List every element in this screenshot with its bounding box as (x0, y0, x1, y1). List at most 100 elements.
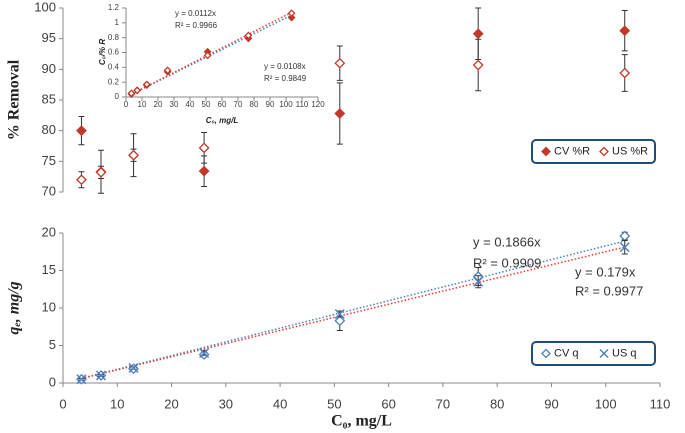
x-tick-label: 70 (436, 396, 450, 411)
trendline-equation: y = 0.0112x (175, 9, 216, 18)
data-point (334, 315, 346, 327)
data-point (619, 67, 631, 79)
x-tick-label: 0 (124, 100, 129, 109)
y-tick-label: 75 (42, 153, 56, 168)
x-tick-label: 60 (381, 396, 395, 411)
legend-label: CV %R (554, 145, 590, 157)
y-tick-label: 15 (42, 262, 56, 277)
y-tick-label: 0.2 (108, 77, 120, 86)
y-tick-label: 1.2 (108, 3, 120, 12)
data-point (128, 362, 139, 374)
x-tick-label: 90 (266, 100, 275, 109)
x-tick-label: 30 (219, 396, 233, 411)
inset-background (100, 0, 332, 130)
legend-label: CV q (554, 347, 578, 359)
data-point (203, 51, 212, 60)
y-tick-label: 100 (34, 0, 56, 14)
trendline-equation: y = 0.179x (575, 264, 636, 279)
x-tick-label: 10 (110, 396, 124, 411)
legend-box (531, 139, 656, 164)
x-tick-label: 50 (202, 100, 211, 109)
x-tick-label: 70 (234, 100, 243, 109)
x-tick-label: 30 (170, 100, 179, 109)
y-tick-label: 0 (115, 92, 120, 101)
y-tick-label: 0 (49, 374, 56, 389)
legend-marker (541, 146, 551, 157)
x-tick-label: 20 (154, 100, 163, 109)
data-point (199, 347, 210, 359)
legend-marker (599, 348, 609, 359)
legend-label: US q (612, 347, 636, 359)
data-point (334, 308, 345, 320)
y-tick-label: 90 (42, 61, 56, 76)
x-tick-label: 80 (250, 100, 259, 109)
data-point (95, 370, 107, 381)
data-point (163, 66, 172, 75)
data-point (619, 230, 631, 242)
trendline-equation: y = 0.0108x (264, 62, 306, 71)
x-tick-label: 80 (490, 396, 504, 411)
y-tick-label: 5 (49, 337, 56, 352)
x-tick-label: 0 (59, 396, 66, 411)
x-tick-label: 100 (279, 100, 293, 109)
x-tick-label: 110 (296, 100, 309, 109)
y-tick-label: 10 (42, 299, 56, 314)
x-tick-label: 10 (138, 100, 147, 109)
y-tick-label: 1 (115, 18, 120, 27)
y-tick-label: 85 (42, 91, 56, 106)
data-point (198, 142, 210, 154)
x-tick-label: 90 (544, 396, 558, 411)
y-tick-label: 70 (42, 183, 56, 198)
x-tick-label: 40 (273, 396, 287, 411)
legend-marker (541, 348, 551, 359)
legend-label: US %R (612, 145, 648, 157)
trendline-equation: R² = 0.9849 (264, 74, 307, 83)
y-tick-label: 80 (42, 122, 56, 137)
y-axis-label: C₀/% R (98, 39, 107, 65)
data-point (334, 108, 346, 119)
trendline (81, 240, 625, 380)
data-point (472, 59, 484, 71)
data-point (287, 9, 296, 18)
trendline-equation: R² = 0.9966 (175, 21, 218, 30)
x-axis-label: C₀, mg/L (331, 413, 392, 430)
x-tick-label: 60 (218, 100, 227, 109)
x-tick-label: 120 (311, 100, 325, 109)
data-point (76, 374, 87, 385)
trendline-equation: y = 0.1866x (473, 234, 541, 249)
data-point (128, 149, 139, 161)
y-tick-label: 0.6 (108, 48, 120, 57)
data-point (287, 13, 296, 22)
y-axis-label: % Removal (6, 59, 23, 140)
y-tick-label: 0.4 (108, 62, 120, 71)
x-tick-label: 50 (327, 396, 341, 411)
data-point (76, 174, 87, 186)
data-point (142, 80, 151, 89)
trendline-equation: R² = 0.9909 (473, 255, 541, 270)
y-tick-label: 95 (42, 30, 56, 45)
data-point (127, 89, 136, 98)
data-point (76, 125, 87, 137)
x-axis-label: C₀, mg/L (206, 116, 239, 125)
y-axis-label: qₑ, mg/g (6, 281, 23, 334)
data-point (133, 86, 142, 95)
data-point (472, 28, 484, 40)
data-point (334, 57, 346, 69)
data-point (95, 166, 107, 178)
x-tick-label: 100 (595, 396, 617, 411)
x-tick-label: 110 (650, 396, 671, 411)
data-point (244, 31, 253, 40)
legend-marker (599, 146, 609, 157)
x-tick-label: 40 (186, 100, 195, 109)
data-point (198, 165, 210, 177)
trendline (81, 246, 625, 380)
x-tick-label: 20 (164, 396, 178, 411)
y-tick-label: 20 (42, 224, 56, 239)
data-point (473, 276, 484, 287)
trendline-equation: R² = 0.9977 (575, 283, 643, 298)
y-tick-label: 0.8 (108, 33, 120, 42)
data-point (619, 242, 630, 253)
legend-box (531, 341, 656, 366)
data-point (619, 25, 631, 37)
